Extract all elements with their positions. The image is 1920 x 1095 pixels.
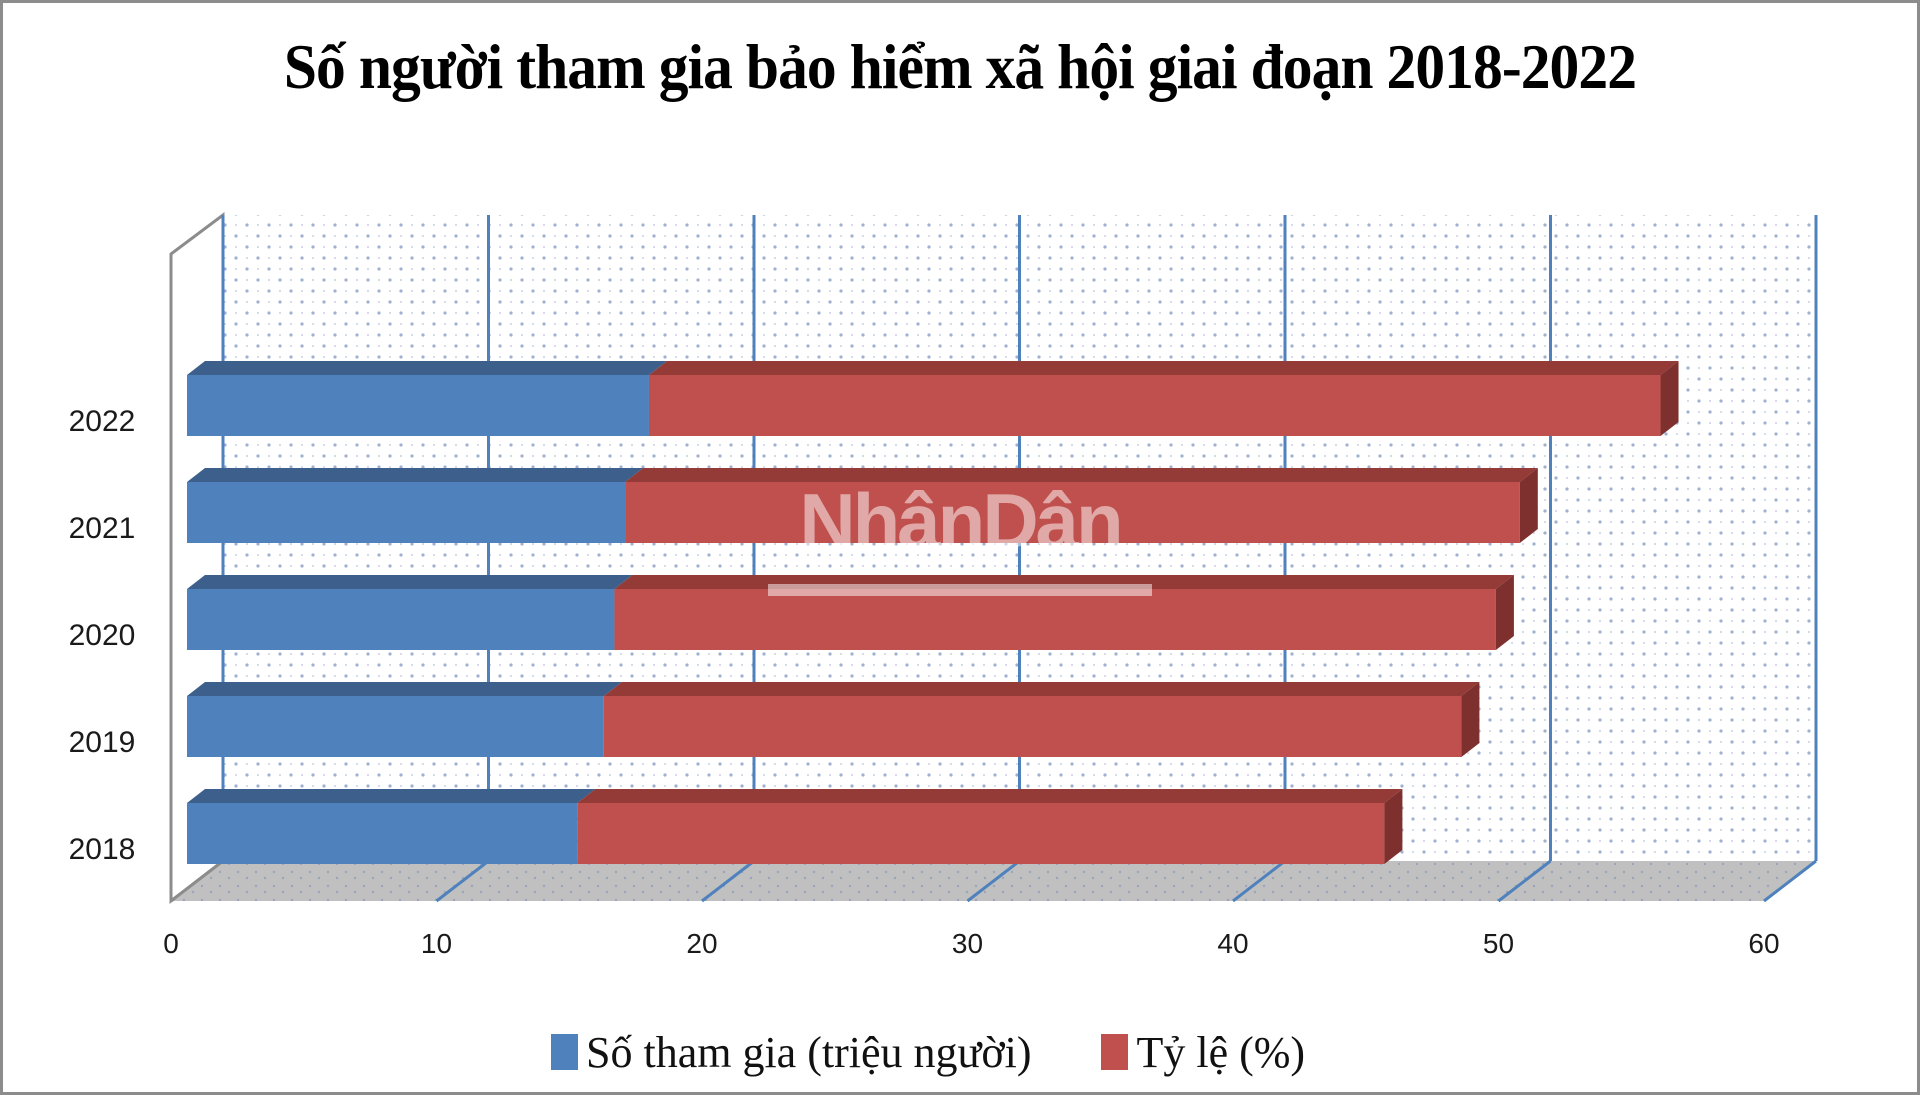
bar-rate [577,803,1385,864]
legend-label-rate: Tỷ lệ (%) [1136,1027,1306,1077]
bar-side-rate [1461,682,1480,757]
bar-top-participants [187,575,633,589]
x-tick-label: 40 [1217,928,1249,959]
bar-rate [603,696,1462,757]
bar-participants [187,589,615,650]
bar-top-rate [625,468,1538,482]
bar-side-rate [1384,789,1403,864]
x-tick-label: 0 [163,928,179,959]
bar-top-rate [577,789,1403,803]
y-axis-label: 2022 [68,405,136,438]
x-tick-label: 10 [420,928,453,959]
y-axis-label: 2020 [68,619,136,652]
x-tick-label: 20 [686,928,718,959]
bar-top-participants [187,682,622,696]
bar-rate [648,375,1661,436]
legend-swatch-red [1101,1034,1129,1070]
bar-participants [187,482,626,543]
bar-top-rate [614,575,1514,589]
bars [187,361,1679,864]
y-axis-label: 2018 [68,833,136,866]
x-tick-label: 30 [951,928,984,959]
bar-top-rate [648,361,1679,375]
bar-side-rate [1519,468,1538,543]
y-axis-label: 2019 [68,726,136,759]
x-tick-label: 50 [1482,928,1515,959]
bar-top-participants [187,789,596,803]
chart-title: Số người tham gia bảo hiểm xã hội giai đ… [0,30,1920,104]
bar-top-participants [187,468,644,482]
x-tick-label: 60 [1748,928,1780,959]
bar-top-rate [603,682,1480,696]
bar-side-rate [1495,575,1514,650]
legend-label-participants: Số tham gia (triệu người) [586,1027,1032,1077]
legend: Số tham gia (triệu người) Tỷ lệ (%) [551,1022,1375,1082]
y-axis-label: 2021 [68,512,136,545]
bar-participants [187,375,649,436]
bar-side-rate [1660,361,1679,436]
legend-item-rate: Tỷ lệ (%) [1101,1027,1305,1078]
bar-participants [187,803,578,864]
bar-top-participants [187,361,667,375]
chart-title-text: Số người tham gia bảo hiểm xã hội giai đ… [283,31,1637,102]
legend-item-participants: Số tham gia (triệu người) [551,1027,1031,1078]
bar-rate [614,589,1496,650]
bar-rate [625,482,1520,543]
legend-swatch-blue [551,1034,578,1070]
bar-participants [187,696,604,757]
